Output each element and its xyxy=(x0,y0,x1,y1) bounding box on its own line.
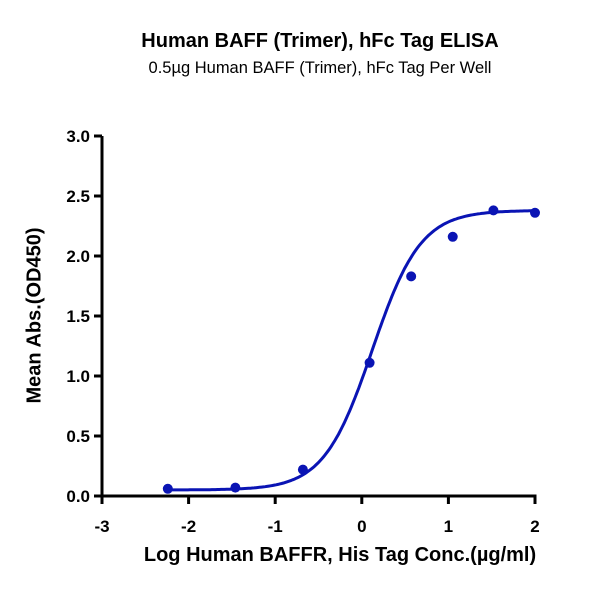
chart-title: Human BAFF (Trimer), hFc Tag ELISA xyxy=(141,30,499,52)
y-tick-label: 2.5 xyxy=(66,187,90,206)
x-tick-label: -1 xyxy=(268,517,283,536)
data-point xyxy=(230,482,241,493)
data-point xyxy=(447,231,458,242)
y-tick-label: 1.5 xyxy=(66,307,90,326)
x-tick-label: 0 xyxy=(357,517,366,536)
x-tick-label: 1 xyxy=(444,517,453,536)
y-tick-label: 1.0 xyxy=(66,367,90,386)
axes: 0.0 0.5 1.0 1.5 2.0 2.5 3.0 -3 -2 -1 0 1 2 xyxy=(66,127,539,536)
y-tick-label: 3.0 xyxy=(66,127,90,146)
data-point xyxy=(162,483,173,494)
data-point xyxy=(488,205,499,216)
fit-curve xyxy=(167,209,536,492)
y-tick-label: 0.5 xyxy=(66,427,90,446)
x-tick-label: 2 xyxy=(530,517,539,536)
x-tick-label: -2 xyxy=(181,517,196,536)
data-point xyxy=(297,464,308,475)
y-tick-label: 0.0 xyxy=(66,487,90,506)
chart-subtitle: 0.5µg Human BAFF (Trimer), hFc Tag Per W… xyxy=(148,59,492,77)
data-points xyxy=(162,205,540,494)
y-axis-label: Mean Abs.(OD450) xyxy=(23,227,46,404)
data-point xyxy=(364,357,375,368)
y-tick-label: 2.0 xyxy=(66,247,90,266)
x-axis-label: Log Human BAFFR, His Tag Conc.(µg/ml) xyxy=(143,544,537,566)
data-point xyxy=(406,271,417,282)
sigmoid-fit-line xyxy=(167,209,536,492)
data-point xyxy=(530,207,540,218)
x-tick-label: -3 xyxy=(94,517,109,536)
